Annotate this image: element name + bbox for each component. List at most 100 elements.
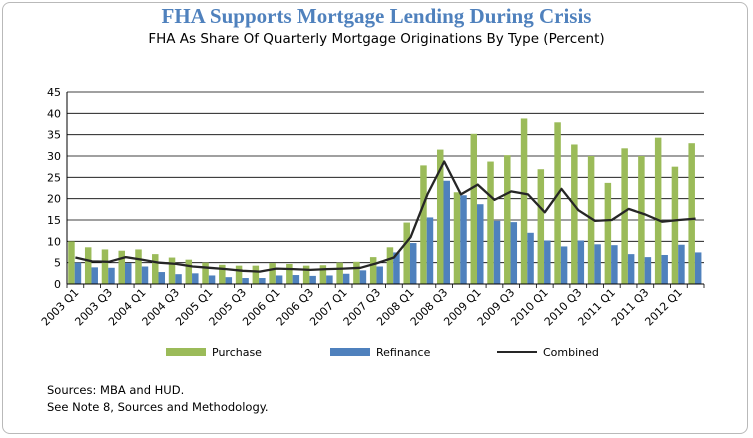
bar-purchase	[671, 166, 679, 284]
bar-refinance	[409, 243, 417, 284]
bar-refinance	[141, 266, 149, 284]
bar-refinance	[275, 275, 283, 284]
bar-purchase	[638, 156, 645, 284]
bar-refinance	[477, 204, 484, 284]
bar-refinance	[560, 246, 568, 284]
source-line-1: Sources: MBA and HUD.	[47, 383, 185, 397]
bar-purchase	[219, 264, 226, 284]
bar-purchase	[336, 262, 343, 284]
y-tick-label: 5	[54, 257, 61, 270]
bar-purchase	[286, 263, 293, 284]
bar-purchase	[453, 192, 461, 284]
chart-title: FHA Supports Mortgage Lending During Cri…	[161, 4, 592, 28]
legend-combined: Combined	[497, 345, 599, 359]
bar-refinance	[359, 270, 367, 284]
bar-refinance	[460, 195, 467, 284]
bar-purchase	[621, 148, 628, 284]
bar-purchase	[235, 265, 243, 284]
bar-refinance	[527, 232, 534, 284]
bar-purchase	[654, 137, 662, 284]
line-combined	[75, 160, 696, 273]
bar-refinance	[594, 244, 601, 284]
bar-refinance	[91, 267, 98, 284]
bar-purchase	[470, 133, 478, 284]
bar-purchase	[269, 263, 276, 284]
bar-purchase	[369, 257, 377, 284]
bar-refinance	[393, 252, 400, 284]
bar-purchase	[118, 250, 125, 284]
bar-purchase	[504, 155, 511, 284]
bar-refinance	[175, 274, 182, 284]
y-tick-label: 40	[47, 107, 61, 120]
bar-refinance	[510, 222, 518, 284]
bar-purchase	[84, 247, 92, 284]
bar-purchase	[688, 143, 695, 284]
bar-purchase	[135, 249, 142, 284]
y-tick-label: 25	[47, 171, 61, 184]
y-tick-label: 10	[47, 235, 61, 248]
bar-refinance	[544, 240, 551, 284]
bar-refinance	[309, 275, 316, 284]
legend-purchase-swatch	[166, 348, 206, 356]
y-tick-label: 30	[47, 150, 61, 163]
bar-purchase	[68, 241, 75, 284]
bar-purchase	[554, 122, 561, 284]
bar-purchase	[302, 265, 310, 284]
bar-purchase	[386, 247, 394, 284]
y-tick-label: 20	[47, 193, 61, 206]
legend-refinance: Refinance	[330, 345, 430, 359]
chart-subtitle: FHA As Share Of Quarterly Mortgage Origi…	[148, 31, 605, 47]
bar-refinance	[694, 252, 702, 284]
bar-purchase	[604, 182, 612, 284]
bar-refinance	[627, 254, 635, 284]
bar-refinance	[493, 220, 501, 284]
bar-purchase	[436, 149, 444, 284]
legend-refinance-swatch	[330, 348, 370, 356]
bar-refinance	[611, 245, 618, 284]
bar-purchase	[403, 222, 410, 284]
bar-refinance	[74, 262, 82, 284]
bar-refinance	[577, 240, 585, 284]
bar-purchase	[319, 265, 327, 284]
bar-refinance	[443, 180, 450, 284]
bar-refinance	[158, 272, 166, 284]
bar-refinance	[192, 273, 199, 284]
bar-refinance	[326, 275, 333, 284]
y-tick-label: 15	[47, 214, 61, 227]
bar-purchase	[587, 156, 595, 284]
bar-purchase	[537, 169, 545, 284]
bar-purchase	[252, 265, 260, 284]
bar-refinance	[108, 267, 115, 284]
legend-combined-swatch	[497, 351, 537, 353]
bar-refinance	[225, 277, 233, 284]
bar-refinance	[661, 254, 668, 284]
bar-refinance	[292, 275, 300, 284]
y-tick-label: 35	[47, 129, 61, 142]
bar-purchase	[185, 259, 193, 284]
legend-refinance-label: Refinance	[376, 345, 431, 359]
legend-purchase: Purchase	[166, 345, 262, 359]
bar-refinance	[426, 217, 434, 284]
bar-purchase	[487, 161, 494, 284]
bar-refinance	[242, 278, 249, 284]
bar-refinance	[259, 278, 266, 284]
bar-purchase	[101, 249, 109, 284]
bar-refinance	[376, 266, 383, 284]
bar-purchase	[420, 165, 427, 284]
y-tick-label: 45	[47, 86, 61, 99]
bar-purchase	[520, 118, 528, 284]
bar-refinance	[342, 273, 350, 284]
bar-refinance	[208, 275, 216, 284]
x-tick-label: 2012 Q1	[642, 286, 685, 329]
legend-combined-label: Combined	[543, 345, 599, 359]
bar-refinance	[644, 257, 652, 284]
bar-purchase	[168, 257, 176, 284]
bar-purchase	[202, 262, 209, 284]
bar-refinance	[124, 263, 132, 284]
bar-purchase	[152, 254, 159, 284]
y-tick-label: 0	[54, 278, 61, 291]
source-line-2: See Note 8, Sources and Methodology.	[47, 400, 269, 414]
legend-purchase-label: Purchase	[212, 345, 262, 359]
bar-purchase	[353, 261, 360, 284]
